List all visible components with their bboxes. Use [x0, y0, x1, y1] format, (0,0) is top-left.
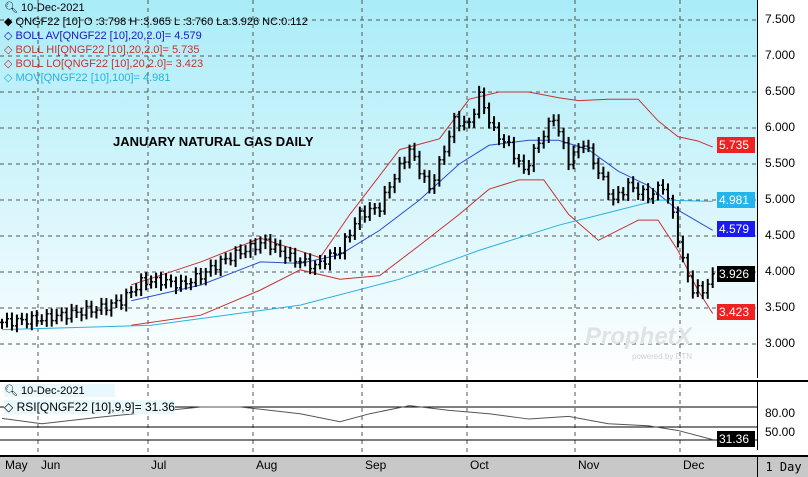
boll-av-tag: 4.579 [717, 221, 755, 237]
month-label: Sep [365, 458, 387, 472]
series-boll-lo [131, 179, 714, 326]
last-price-tag: 3.926 [717, 266, 755, 282]
month-label: May [5, 458, 28, 472]
legend-label: BOLL LO[QNGF22 [10],20,2.0]= 3.423 [15, 58, 204, 70]
rsi-date-label: 10-Dec-2021 [21, 385, 85, 397]
price-panel[interactable] [0, 0, 757, 378]
price-axis [757, 0, 808, 378]
rsi-legend[interactable]: ◇ RSI[QNGF22 [10],9,9]= 31.36 [4, 400, 175, 414]
price-tick: 5.000 [765, 192, 796, 206]
price-tick: 5.500 [765, 156, 796, 170]
rsi-value-tag: 31.36 [717, 431, 755, 447]
rsi-axis [757, 380, 808, 450]
price-tick: 4.000 [765, 264, 796, 278]
series-mov-100 [1, 199, 713, 331]
legend-label: BOLL AV[QNGF22 [10],20,2.0]= 4.579 [15, 30, 202, 42]
month-label: Dec [683, 458, 705, 472]
watermark-logo: ProphetX [585, 323, 692, 350]
period-selector[interactable]: 1 Day [757, 455, 808, 477]
legend-boll-hi[interactable]: ◇ BOLL HI[QNGF22 [10],20,2.0]= 5.735 [4, 44, 200, 56]
rsi-date: 🔍︎ 10-Dec-2021 [4, 384, 115, 397]
date-label: 10-Dec-2021 [21, 2, 85, 14]
legend-boll-lo[interactable]: ◇ BOLL LO[QNGF22 [10],20,2.0]= 3.423 [4, 58, 204, 70]
watermark-sub: powered by DTN [632, 352, 693, 361]
chart-title: JANUARY NATURAL GAS DAILY [113, 134, 314, 149]
legend-label: BOLL HI[QNGF22 [10],20,2.0]= 5.735 [15, 44, 200, 56]
month-label: Oct [470, 458, 489, 472]
price-tick: 4.500 [765, 228, 796, 242]
price-tick: 3.500 [765, 300, 796, 314]
boll-hi-tag: 5.735 [717, 137, 755, 153]
series-boll-hi [131, 91, 713, 286]
price-tick: 6.000 [765, 120, 796, 134]
legend-label: MOV[QNGF22 [10],100]= 4.981 [15, 72, 171, 84]
boll-lo-tag: 3.423 [717, 304, 755, 320]
header-date: 🔍︎ 10-Dec-2021 [4, 2, 85, 14]
price-tick: 6.500 [765, 84, 796, 98]
price-tick: 7.500 [765, 12, 796, 26]
price-tick: 3.000 [765, 336, 796, 350]
time-axis [0, 455, 757, 477]
price-tick: 7.000 [765, 48, 796, 62]
legend-mov[interactable]: ◇ MOV[QNGF22 [10],100]= 4.981 [4, 72, 171, 84]
rsi-tick-50: 50.00 [765, 425, 796, 439]
rsi-tick-80: 80.00 [765, 406, 796, 420]
month-label: Aug [256, 458, 278, 472]
month-label: Jul [151, 458, 167, 472]
legend-price: ◆ QNGF22 [10] O :3.798 H :3.965 L :3.760… [4, 16, 308, 28]
legend-boll-av[interactable]: ◇ BOLL AV[QNGF22 [10],20,2.0]= 4.579 [4, 30, 202, 42]
month-label: Jun [41, 458, 61, 472]
month-label: Nov [578, 458, 600, 472]
rsi-label: RSI[QNGF22 [10],9,9]= 31.36 [16, 400, 175, 414]
symbol-ohlc: QNGF22 [10] O :3.798 H :3.965 L :3.760 L… [15, 16, 308, 28]
mov-tag: 4.981 [717, 192, 755, 208]
